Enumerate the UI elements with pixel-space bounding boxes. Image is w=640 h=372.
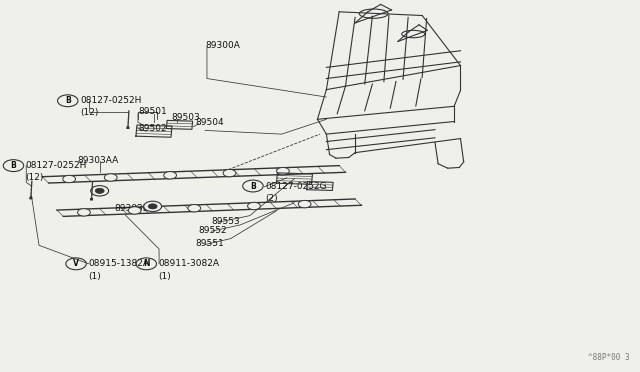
Circle shape: [77, 209, 90, 216]
Circle shape: [104, 174, 117, 181]
Circle shape: [298, 201, 311, 208]
Text: (12): (12): [80, 109, 99, 118]
Circle shape: [148, 204, 157, 209]
Text: 89501: 89501: [138, 108, 167, 116]
Text: 89504: 89504: [195, 118, 224, 127]
Text: (1): (1): [88, 272, 101, 280]
Circle shape: [91, 186, 109, 196]
Text: 89553: 89553: [211, 217, 240, 226]
Circle shape: [248, 202, 260, 210]
Text: B: B: [65, 96, 70, 105]
Text: 08915-1382A: 08915-1382A: [88, 259, 149, 268]
Text: (12): (12): [26, 173, 44, 182]
Text: 08127-0252H: 08127-0252H: [26, 161, 87, 170]
Text: 89300A: 89300A: [205, 41, 240, 50]
Text: V: V: [73, 259, 79, 268]
Circle shape: [276, 167, 289, 175]
Circle shape: [144, 201, 162, 212]
Text: 08911-3082A: 08911-3082A: [159, 259, 220, 268]
Circle shape: [95, 188, 104, 193]
Text: 89502: 89502: [138, 124, 166, 133]
Circle shape: [128, 207, 141, 214]
Text: B: B: [250, 182, 256, 190]
Text: (2): (2): [265, 194, 278, 203]
Text: 89503: 89503: [172, 113, 200, 122]
Text: 89303AA: 89303AA: [77, 155, 118, 164]
Text: 08127-0252G: 08127-0252G: [265, 182, 326, 190]
Text: B: B: [11, 161, 17, 170]
Text: 08127-0252H: 08127-0252H: [80, 96, 141, 105]
Circle shape: [63, 175, 76, 183]
Text: ^88P*00 3: ^88P*00 3: [588, 353, 630, 362]
Text: 89552: 89552: [198, 226, 227, 235]
Text: (1): (1): [159, 272, 171, 280]
Circle shape: [164, 171, 177, 179]
Text: N: N: [143, 259, 150, 268]
Text: 89303E: 89303E: [115, 204, 148, 213]
Circle shape: [223, 169, 236, 177]
Text: 89551: 89551: [195, 239, 224, 248]
Circle shape: [188, 205, 201, 212]
